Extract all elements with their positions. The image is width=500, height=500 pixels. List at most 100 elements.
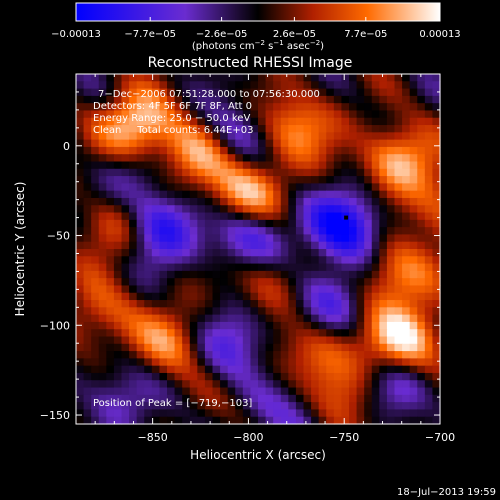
heatmap-cell xyxy=(250,132,259,141)
heatmap-cell xyxy=(303,190,312,199)
heatmap-cell xyxy=(303,81,312,90)
heatmap-cell xyxy=(106,117,115,126)
heatmap-cell xyxy=(98,314,107,323)
heatmap-cell xyxy=(394,81,403,90)
heatmap-cell xyxy=(318,103,327,112)
heatmap-cell xyxy=(280,365,289,374)
heatmap-cell xyxy=(265,321,274,330)
heatmap-cell xyxy=(356,205,365,214)
heatmap-cell xyxy=(371,380,380,389)
heatmap-cell xyxy=(303,161,312,170)
heatmap-cell xyxy=(189,88,198,97)
heatmap-cell xyxy=(356,336,365,345)
heatmap-cell xyxy=(341,154,350,163)
heatmap-cell xyxy=(121,336,130,345)
heatmap-cell xyxy=(303,219,312,228)
heatmap-cell xyxy=(326,249,335,257)
heatmap-cell xyxy=(424,256,434,265)
annotation-peak-position: Position of Peak = [−719,−103] xyxy=(93,398,252,409)
heatmap-cell xyxy=(295,117,305,126)
heatmap-cell xyxy=(83,270,92,279)
heatmap-cell xyxy=(379,183,388,192)
heatmap-cell xyxy=(204,212,214,221)
heatmap-cell xyxy=(258,300,267,308)
heatmap-cell xyxy=(204,125,214,133)
heatmap-cell xyxy=(83,74,92,82)
heatmap-cell xyxy=(151,95,161,104)
heatmap-cell xyxy=(220,190,229,199)
heatmap-cell xyxy=(295,300,305,308)
heatmap-cell xyxy=(242,387,252,396)
heatmap-cell xyxy=(386,336,396,345)
heatmap-cell xyxy=(113,110,123,119)
heatmap-cell xyxy=(402,394,411,403)
heatmap-cell xyxy=(326,263,335,272)
heatmap-cell xyxy=(189,81,198,90)
heatmap-cell xyxy=(197,336,206,345)
heatmap-cell xyxy=(113,168,123,177)
heatmap-cell xyxy=(409,95,418,104)
heatmap-cell xyxy=(386,416,396,425)
heatmap-cell xyxy=(349,278,358,287)
heatmap-cell xyxy=(280,285,289,294)
heatmap-cell xyxy=(235,212,244,221)
heatmap-cell xyxy=(341,372,350,381)
heatmap-cell xyxy=(341,249,350,257)
heatmap-cell xyxy=(409,409,418,418)
heatmap-cell xyxy=(432,285,441,294)
heatmap-cell xyxy=(106,263,115,272)
heatmap-cell xyxy=(432,307,441,316)
heatmap-cell xyxy=(258,278,267,287)
heatmap-cell xyxy=(242,256,252,265)
heatmap-cell xyxy=(98,117,107,126)
heatmap-cell xyxy=(227,394,236,403)
heatmap-cell xyxy=(326,416,335,425)
heatmap-cell xyxy=(280,139,289,148)
heatmap-cell xyxy=(349,74,358,82)
heatmap-cell xyxy=(98,110,107,119)
heatmap-cell xyxy=(265,190,274,199)
heatmap-cell xyxy=(333,387,343,396)
heatmap-cell xyxy=(197,402,206,411)
heatmap-cell xyxy=(288,263,297,272)
heatmap-cell xyxy=(432,103,441,112)
heatmap-cell xyxy=(326,161,335,170)
heatmap-cell xyxy=(265,278,274,287)
heatmap-cell xyxy=(424,394,434,403)
heatmap-cell xyxy=(242,197,252,206)
heatmap-cell xyxy=(341,234,350,243)
heatmap-cell xyxy=(379,402,388,411)
heatmap-cell xyxy=(432,81,441,90)
heatmap-cell xyxy=(98,336,107,345)
heatmap-cell xyxy=(235,263,244,272)
heatmap-cell xyxy=(136,205,145,214)
heatmap-cell xyxy=(106,343,115,352)
heatmap-cell xyxy=(402,88,411,97)
heatmap-cell xyxy=(204,190,214,199)
heatmap-cell xyxy=(273,409,282,418)
heatmap-cell xyxy=(167,146,176,155)
heatmap-cell xyxy=(273,249,282,257)
heatmap-cell xyxy=(91,292,100,301)
heatmap-cell xyxy=(364,88,373,97)
heatmap-cell xyxy=(129,139,138,148)
heatmap-cell xyxy=(121,161,130,170)
heatmap-cell xyxy=(106,139,115,148)
heatmap-cell xyxy=(424,292,434,301)
heatmap-cell xyxy=(265,183,274,192)
heatmap-cell xyxy=(356,95,365,104)
heatmap-cell xyxy=(136,416,145,425)
heatmap-cell xyxy=(379,81,388,90)
heatmap-cell xyxy=(280,358,289,367)
heatmap-cell xyxy=(432,300,441,308)
heatmap-cell xyxy=(371,95,380,104)
heatmap-cell xyxy=(91,256,100,265)
heatmap-cell xyxy=(227,146,236,155)
heatmap-cell xyxy=(235,314,244,323)
heatmap-cell xyxy=(250,409,259,418)
heatmap-cell xyxy=(273,241,282,250)
y-tick-label: −50 xyxy=(47,230,70,243)
heatmap-cell xyxy=(212,197,221,206)
heatmap-cell xyxy=(91,161,100,170)
heatmap-cell xyxy=(318,256,327,265)
